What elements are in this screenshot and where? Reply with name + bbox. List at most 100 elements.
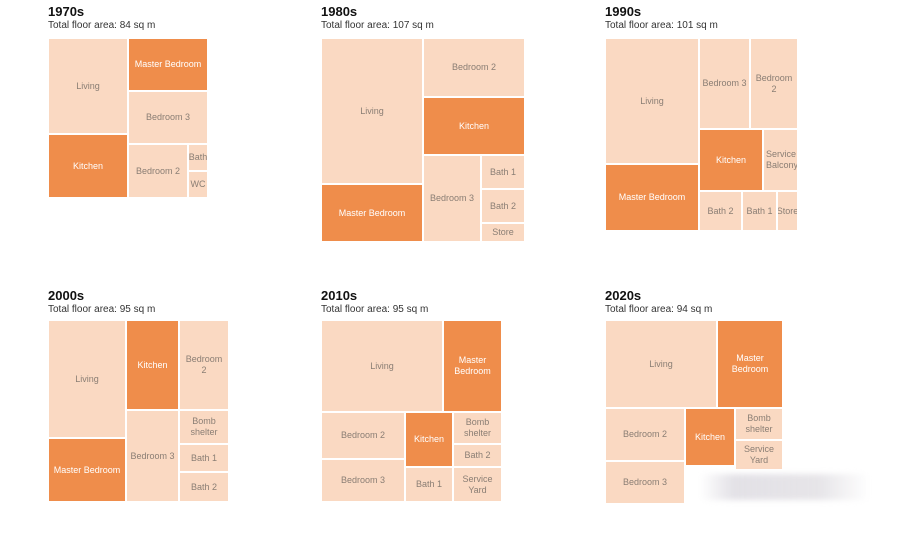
panel-subtitle: Total floor area: 94 sq m — [605, 304, 713, 315]
room-tile: Bath 2 — [179, 472, 229, 502]
room-label: Living — [76, 80, 100, 91]
room-tile: Kitchen — [405, 412, 453, 467]
room-label: Kitchen — [137, 359, 168, 370]
panel-title: 2010s — [321, 288, 358, 303]
room-label: Kitchen — [694, 431, 726, 442]
room-label: Bath 2 — [707, 205, 734, 216]
room-label: Master Bedroom — [618, 192, 686, 202]
panel-subtitle: Total floor area: 107 sq m — [321, 20, 434, 31]
room-tile: Store — [481, 223, 525, 242]
panel-subtitle: Total floor area: 101 sq m — [605, 20, 718, 31]
room-tile: Kitchen — [423, 97, 525, 155]
room-tile: Service Balcony — [763, 129, 798, 191]
room-label: Living — [370, 360, 394, 371]
floor-plan-panel: 2020s Total floor area: 94 sq m Living Mast… — [605, 288, 865, 538]
panel-title: 2000s — [48, 288, 85, 303]
room-tile: Bedroom 2 — [179, 320, 229, 410]
room-label: Bath 2 — [489, 200, 517, 211]
room-label: Bedroom 2 — [185, 354, 223, 375]
room-label: Service Balcony — [766, 149, 798, 170]
room-tile: Master Bedroom — [128, 38, 208, 91]
room-label: Bath — [188, 152, 208, 162]
room-label: Bedroom 3 — [130, 450, 175, 461]
room-label: Master Bedroom — [53, 464, 121, 475]
room-tile: Bath 1 — [405, 467, 453, 502]
room-tile: Living — [48, 320, 126, 438]
room-tile: Bedroom 2 — [128, 144, 188, 198]
room-label: Bedroom 2 — [755, 72, 793, 94]
room-label: Service Yard — [743, 444, 774, 465]
room-tile: Kitchen — [685, 408, 735, 466]
room-label: Master Bedroom — [338, 207, 406, 218]
room-tile: Bedroom 3 — [128, 91, 208, 144]
room-label: Master Bedroom — [731, 353, 769, 374]
room-label: Bath 1 — [415, 479, 443, 489]
room-label: Bedroom 3 — [622, 477, 668, 487]
room-tile: Bedroom 3 — [126, 410, 179, 502]
room-tile: Living — [605, 38, 699, 164]
room-label: Bath 2 — [464, 450, 491, 460]
room-tile: Bedroom 2 — [750, 38, 798, 129]
room-tile: Bomb shelter — [453, 412, 502, 444]
room-tile: Kitchen — [48, 134, 128, 198]
room-label: Bath 1 — [489, 166, 517, 177]
room-tile: Living — [321, 38, 423, 184]
room-tile: Bedroom 3 — [423, 155, 481, 242]
room-tile: Kitchen — [699, 129, 763, 191]
room-label: Bomb shelter — [745, 413, 773, 434]
floor-plan-panel: 2010s Total floor area: 95 sq m Living Mast… — [321, 288, 581, 538]
room-label: WC — [190, 179, 206, 189]
room-label: Master Bedroom — [454, 355, 491, 376]
room-label: Kitchen — [413, 434, 445, 444]
room-label: Master Bedroom — [134, 59, 202, 69]
room-tile: Bath 2 — [699, 191, 742, 231]
panel-title: 1990s — [605, 4, 642, 19]
panel-subtitle: Total floor area: 95 sq m — [321, 304, 429, 315]
room-label: Bomb shelter — [463, 417, 491, 438]
room-tile: Bath 1 — [481, 155, 525, 189]
room-label: Kitchen — [72, 160, 104, 171]
floor-plan-panel: 1990s Total floor area: 101 sq m Living Bed… — [605, 4, 865, 254]
room-tile: Bath 1 — [179, 444, 229, 472]
room-tile: Bath — [188, 144, 208, 171]
room-tile: Store — [777, 191, 798, 231]
room-tile: Service Yard — [735, 440, 783, 470]
room-label: Living — [75, 373, 99, 384]
room-tile: Bedroom 3 — [605, 461, 685, 504]
room-label: Bedroom 2 — [451, 62, 497, 72]
room-label: Kitchen — [458, 120, 490, 131]
room-tile: Bedroom 3 — [699, 38, 750, 129]
room-label: Bedroom 2 — [622, 429, 668, 439]
room-tile: Bedroom 2 — [605, 408, 685, 461]
room-tile: Living — [321, 320, 443, 412]
room-tile: Master Bedroom — [443, 320, 502, 412]
room-label: Kitchen — [715, 154, 747, 165]
room-label: Bedroom 2 — [135, 165, 181, 176]
room-tile: Kitchen — [126, 320, 179, 410]
room-label: Bath 1 — [190, 452, 218, 463]
panel-title: 1980s — [321, 4, 358, 19]
floor-plan-panel: 1970s Total floor area: 84 sq m Living Mast… — [48, 4, 308, 254]
room-label: Bedroom 3 — [429, 193, 475, 203]
room-tile: Living — [48, 38, 128, 134]
room-label: Bath 2 — [190, 481, 218, 492]
blurred-watermark — [700, 474, 870, 500]
room-tile: Bath 2 — [453, 444, 502, 467]
room-tile: Bedroom 2 — [423, 38, 525, 97]
room-tile: Bath 1 — [742, 191, 777, 231]
room-tile: Bedroom 3 — [321, 459, 405, 502]
room-tile: Bath 2 — [481, 189, 525, 223]
room-tile: WC — [188, 171, 208, 198]
panel-subtitle: Total floor area: 84 sq m — [48, 20, 156, 31]
panel-title: 1970s — [48, 4, 85, 19]
room-label: Store — [492, 227, 514, 237]
room-tile: Master Bedroom — [717, 320, 783, 408]
room-label: Living — [640, 95, 664, 106]
panel-title: 2020s — [605, 288, 642, 303]
room-label: Bomb shelter — [190, 416, 218, 437]
panel-subtitle: Total floor area: 95 sq m — [48, 304, 156, 315]
room-label: Service Yard — [462, 473, 493, 495]
room-label: Living — [360, 105, 384, 116]
room-tile: Living — [605, 320, 717, 408]
room-tile: Bomb shelter — [735, 408, 783, 440]
